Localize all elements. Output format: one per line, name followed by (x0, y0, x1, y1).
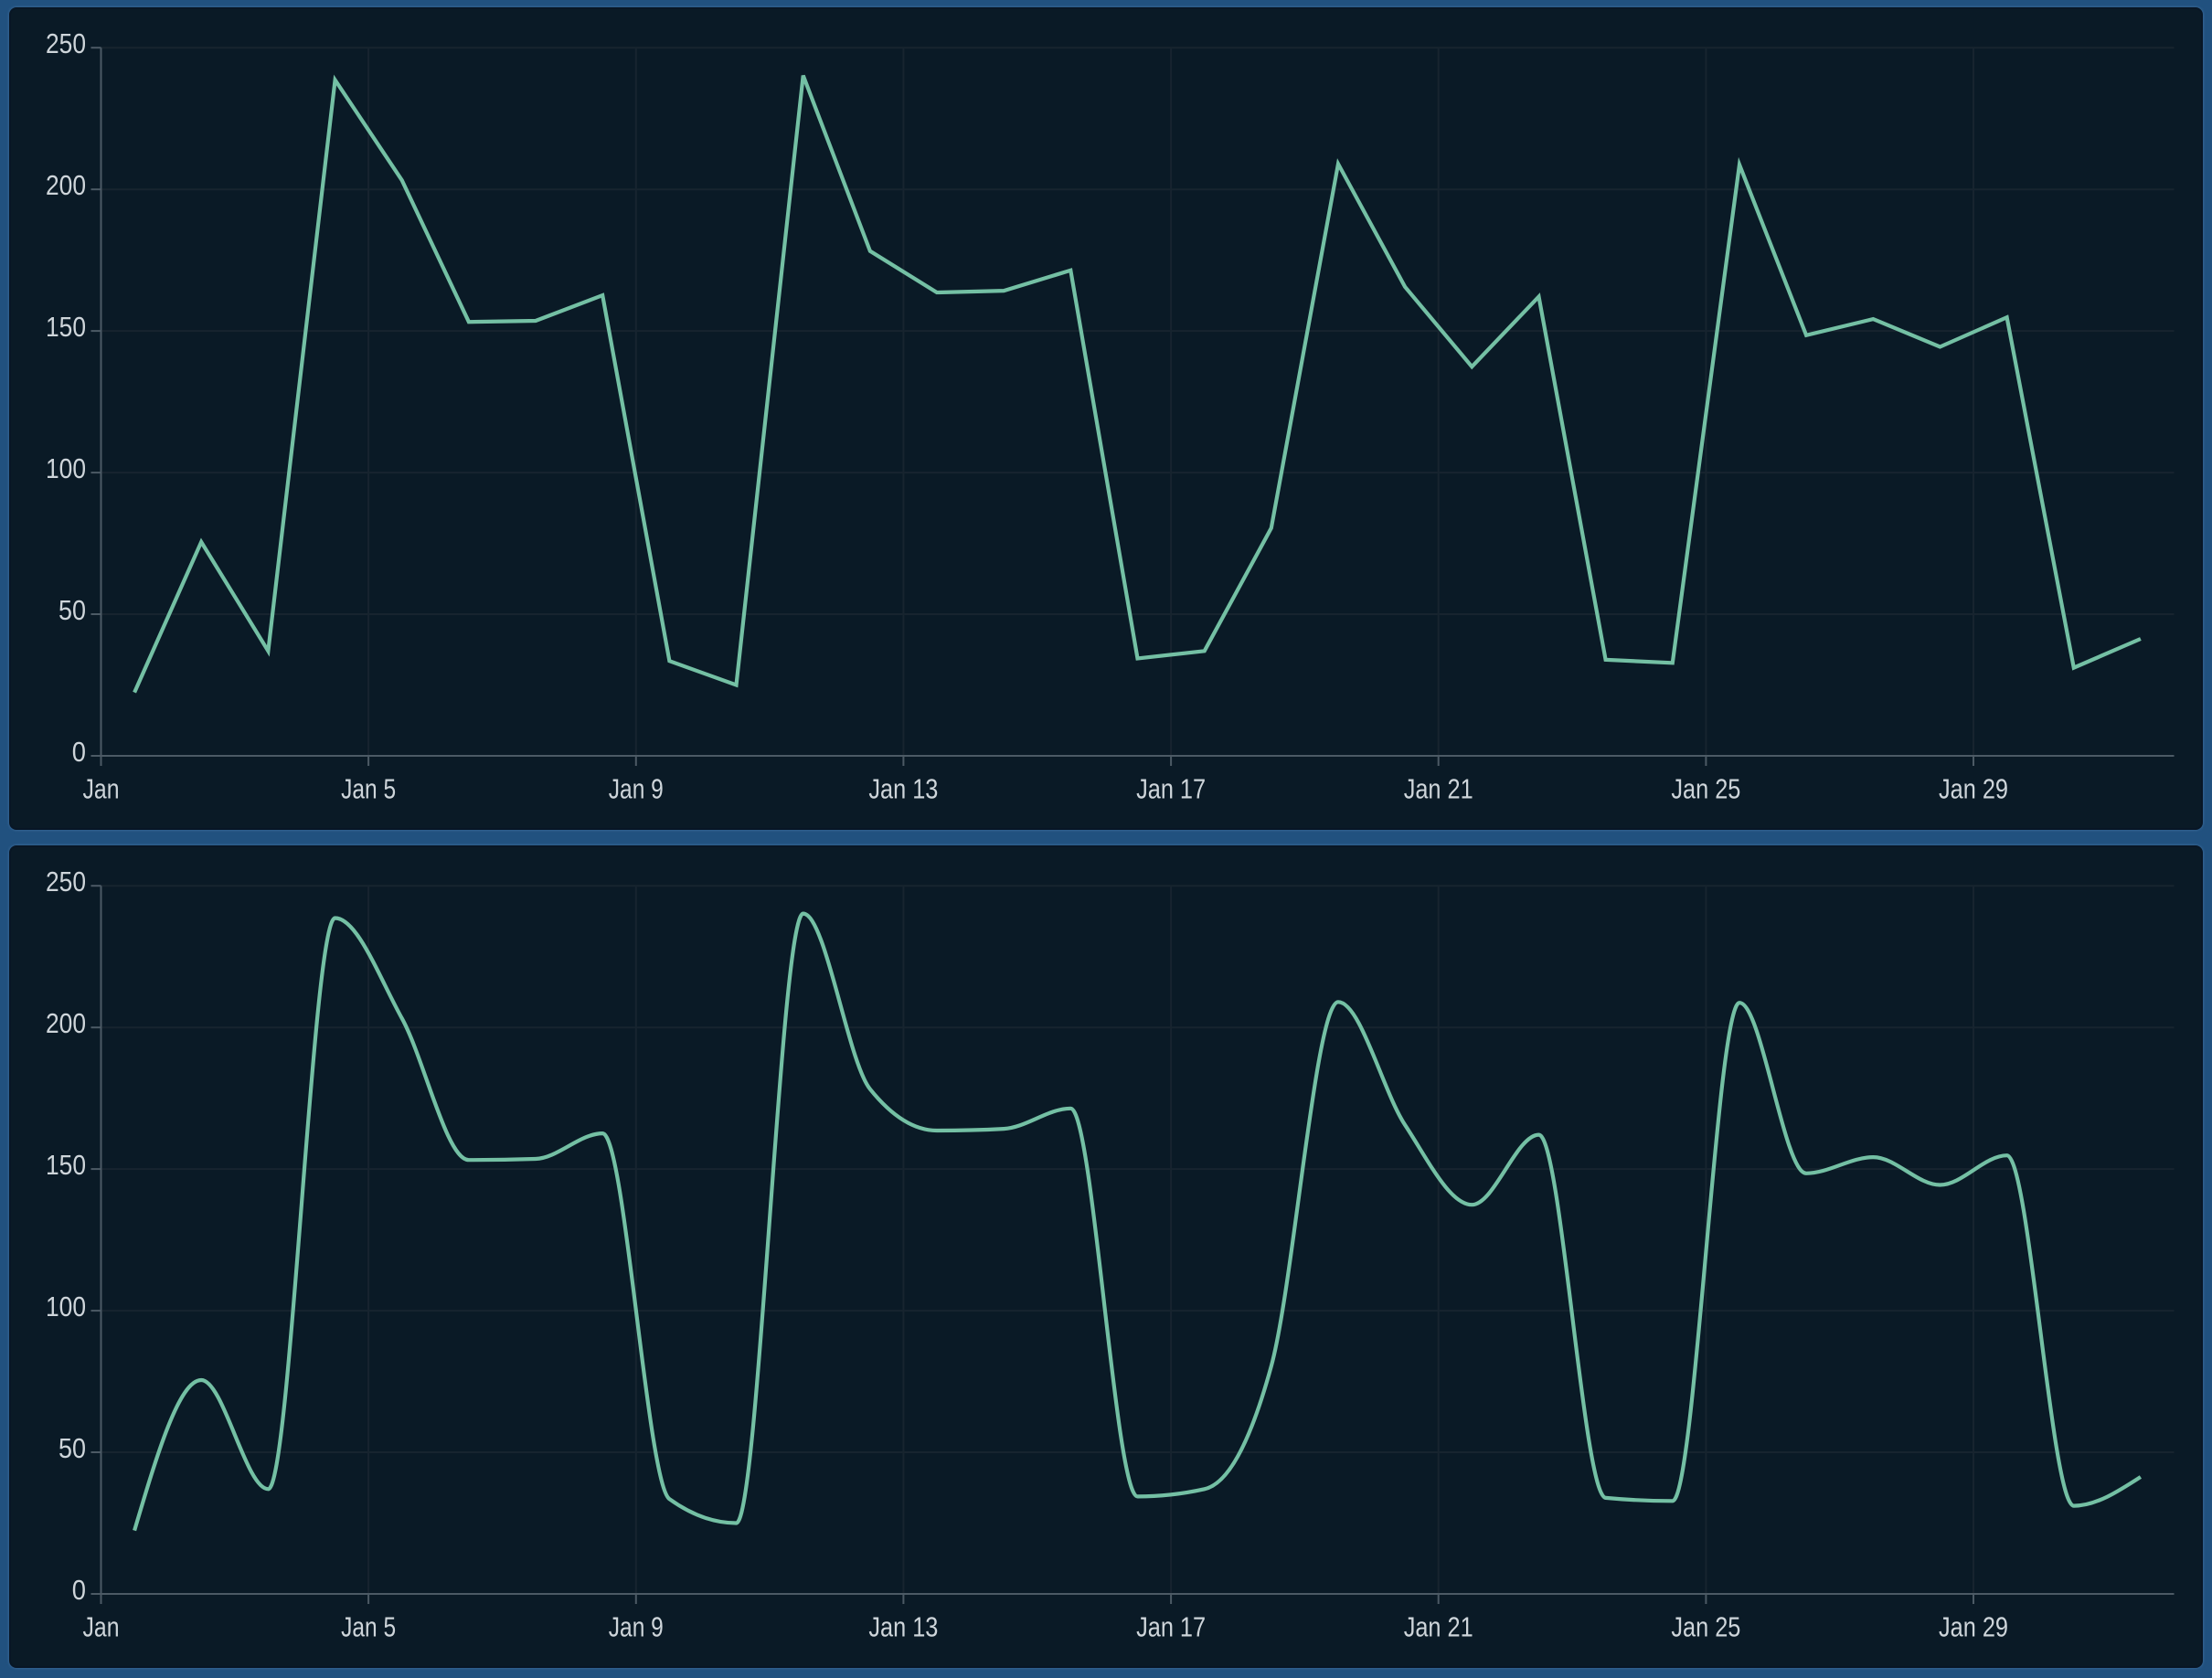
svg-text:Jan 29: Jan 29 (1939, 1612, 2008, 1643)
svg-text:Jan 25: Jan 25 (1671, 774, 1740, 805)
svg-text:Jan 17: Jan 17 (1136, 1612, 1206, 1643)
svg-text:200: 200 (46, 1008, 86, 1039)
svg-text:Jan: Jan (83, 1612, 120, 1643)
svg-text:Jan 9: Jan 9 (609, 1612, 664, 1643)
svg-text:250: 250 (46, 866, 86, 897)
svg-text:100: 100 (46, 453, 86, 484)
svg-text:0: 0 (72, 1575, 86, 1606)
svg-text:150: 150 (46, 312, 86, 343)
svg-text:Jan 21: Jan 21 (1404, 1612, 1473, 1643)
svg-text:Jan 13: Jan 13 (868, 1612, 938, 1643)
svg-text:Jan 5: Jan 5 (341, 774, 396, 805)
svg-text:50: 50 (58, 595, 86, 626)
svg-text:Jan 25: Jan 25 (1671, 1612, 1740, 1643)
svg-text:200: 200 (46, 170, 86, 201)
svg-text:Jan 21: Jan 21 (1404, 774, 1473, 805)
svg-text:Jan 13: Jan 13 (868, 774, 938, 805)
svg-text:250: 250 (46, 28, 86, 59)
svg-text:Jan 5: Jan 5 (341, 1612, 396, 1643)
svg-text:Jan: Jan (83, 774, 120, 805)
svg-text:Jan 17: Jan 17 (1136, 774, 1206, 805)
svg-text:Jan 9: Jan 9 (609, 774, 664, 805)
svg-text:150: 150 (46, 1150, 86, 1181)
svg-text:100: 100 (46, 1291, 86, 1322)
svg-text:Jan 29: Jan 29 (1939, 774, 2008, 805)
svg-text:0: 0 (72, 737, 86, 768)
svg-text:50: 50 (58, 1433, 86, 1464)
